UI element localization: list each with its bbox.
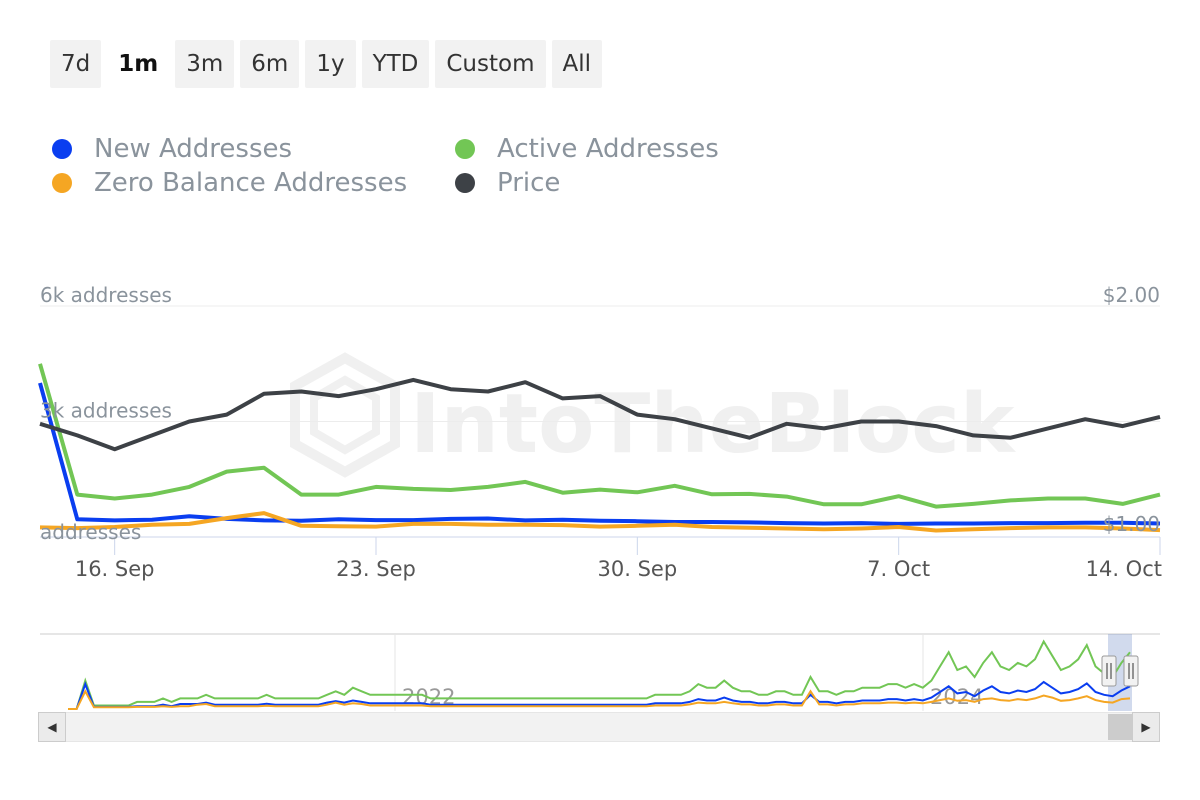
legend-label: Active Addresses xyxy=(497,134,719,164)
arrow-left-icon: ◀ xyxy=(47,720,57,734)
range-button-ytd[interactable]: YTD xyxy=(361,40,430,88)
series-line-price xyxy=(39,377,1161,452)
range-button-1m[interactable]: 1m xyxy=(107,40,170,88)
navigator-series-new-addresses xyxy=(68,680,1131,710)
navigator-scrollbar[interactable] xyxy=(38,712,1160,742)
range-button-3m[interactable]: 3m xyxy=(175,40,235,88)
navigator-series-active-addresses xyxy=(68,639,1131,710)
range-button-custom[interactable]: Custom xyxy=(435,40,546,88)
navigator-left-handle[interactable] xyxy=(1101,655,1117,687)
legend-marker-icon xyxy=(52,173,72,193)
legend-item-new-addresses[interactable]: New Addresses xyxy=(52,134,292,164)
range-button-7d[interactable]: 7d xyxy=(50,40,102,88)
navigator-year-label: 2024 xyxy=(930,685,983,709)
scroll-right-button[interactable]: ▶ xyxy=(1132,712,1160,742)
x-tick-label: 16. Sep xyxy=(75,557,155,581)
y-left-tick-label: 3k addresses xyxy=(40,399,172,423)
x-tick-label: 23. Sep xyxy=(336,557,416,581)
legend-label: Zero Balance Addresses xyxy=(94,168,408,198)
legend-marker-icon xyxy=(455,173,475,193)
main-series xyxy=(38,363,1161,533)
x-tick-label: 7. Oct xyxy=(867,557,930,581)
legend-marker-icon xyxy=(455,139,475,159)
series-line-active-addresses xyxy=(38,363,1161,509)
y-right-tick-label: $2.00 xyxy=(1103,283,1160,307)
y-left-tick-label: 6k addresses xyxy=(40,283,172,307)
watermark-logo-icon xyxy=(290,352,400,478)
range-button-all[interactable]: All xyxy=(551,40,603,88)
range-selector: 7d 1m 3m 6m 1y YTD Custom All xyxy=(50,40,608,88)
range-button-1y[interactable]: 1y xyxy=(305,40,356,88)
y-right-tick-label: $1.00 xyxy=(1103,512,1160,536)
legend-label: New Addresses xyxy=(94,134,293,164)
navigator-series-zero-balance-addresses xyxy=(68,689,1131,710)
navigator: 2022 2024 xyxy=(40,633,1160,711)
grid xyxy=(40,305,1161,555)
legend-marker-icon xyxy=(52,139,72,159)
legend-label: Price xyxy=(497,168,561,198)
series-line-zero-balance-addresses xyxy=(39,511,1161,533)
scroll-left-button[interactable]: ◀ xyxy=(38,712,66,742)
y-left-tick-label: addresses xyxy=(40,520,141,544)
arrow-right-icon: ▶ xyxy=(1141,720,1151,734)
axis-labels: 6k addresses 3k addresses addresses $2.00 $1… xyxy=(40,283,1162,581)
x-tick-label: 14. Oct xyxy=(1086,557,1162,581)
legend-item-zero-balance-addresses[interactable]: Zero Balance Addresses xyxy=(52,168,407,198)
scroll-thumb[interactable] xyxy=(1108,714,1132,740)
legend-item-price[interactable]: Price xyxy=(455,168,560,198)
x-tick-label: 30. Sep xyxy=(598,557,678,581)
navigator-right-handle[interactable] xyxy=(1123,655,1139,687)
legend-item-active-addresses[interactable]: Active Addresses xyxy=(455,134,719,164)
range-button-6m[interactable]: 6m xyxy=(240,40,300,88)
